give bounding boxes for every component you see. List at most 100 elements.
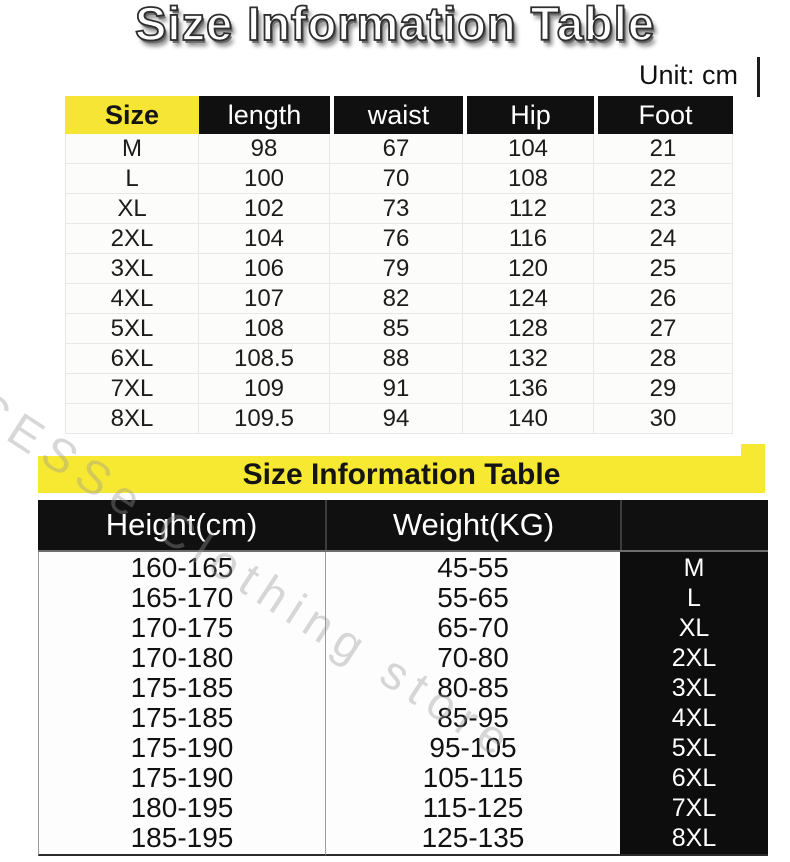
table-cell: 185-195	[38, 822, 325, 856]
table-cell: 8XL	[620, 822, 768, 856]
table-row: 170-180 70-80 2XL	[38, 642, 768, 676]
table-row: 5XL 108 85 128 27	[65, 314, 733, 344]
table-cell: 21	[594, 134, 733, 164]
table-cell: 115-125	[325, 792, 620, 826]
table-cell: XL	[65, 194, 199, 224]
table-cell: 175-185	[38, 702, 325, 736]
table-cell: 65-70	[325, 612, 620, 646]
table-cell: 120	[463, 254, 594, 284]
measurement-table: Size length waist Hip Foot M 98 67 104 21 L 10…	[65, 96, 733, 434]
recommendation-table-body: 160-165 45-55 M 165-170 55-65 L 170-175 65-70 XL…	[38, 552, 768, 856]
table-row: 175-185 85-95 4XL	[38, 702, 768, 736]
table-cell: 105-115	[325, 762, 620, 796]
table-cell: 22	[594, 164, 733, 194]
table-cell: 100	[199, 164, 330, 194]
table-cell: 91	[330, 374, 463, 404]
table-cell: 55-65	[325, 582, 620, 616]
table-cell: 106	[199, 254, 330, 284]
table-cell: 7XL	[620, 792, 768, 826]
table-cell: 95-105	[325, 732, 620, 766]
table-row: 7XL 109 91 136 29	[65, 374, 733, 404]
table-cell: 125-135	[325, 822, 620, 856]
column-header-waist: waist	[330, 96, 463, 134]
table-cell: 107	[199, 284, 330, 314]
column-header-weight: Weight(KG)	[325, 500, 620, 550]
table-cell: 116	[463, 224, 594, 254]
table-cell: 3XL	[65, 254, 199, 284]
table-cell: 102	[199, 194, 330, 224]
table-cell: 67	[330, 134, 463, 164]
table-cell: 5XL	[620, 732, 768, 766]
table-cell: 175-190	[38, 732, 325, 766]
table-cell: 76	[330, 224, 463, 254]
table-row: 6XL 108.5 88 132 28	[65, 344, 733, 374]
banner-notch	[741, 444, 765, 458]
table-cell: 45-55	[325, 552, 620, 586]
table-cell: 6XL	[65, 344, 199, 374]
right-edge-tick	[757, 57, 760, 97]
table-row: 180-195 115-125 7XL	[38, 792, 768, 826]
column-header-size: Size	[65, 96, 199, 134]
table-cell: 85-95	[325, 702, 620, 736]
table-cell: 165-170	[38, 582, 325, 616]
table-row: 160-165 45-55 M	[38, 552, 768, 586]
table-cell: 132	[463, 344, 594, 374]
table-cell: 5XL	[65, 314, 199, 344]
table-cell: M	[65, 134, 199, 164]
table-cell: 28	[594, 344, 733, 374]
table-cell: 70	[330, 164, 463, 194]
table-cell: 104	[199, 224, 330, 254]
measurement-table-header: Size length waist Hip Foot	[65, 96, 733, 134]
table-cell: 7XL	[65, 374, 199, 404]
measurement-table-body: M 98 67 104 21 L 100 70 108 22 XL 102 73 112 23 2XL 104 7…	[65, 134, 733, 434]
table-row: M 98 67 104 21	[65, 134, 733, 164]
table-row: 170-175 65-70 XL	[38, 612, 768, 646]
table-cell: 6XL	[620, 762, 768, 796]
column-header-height: Height(cm)	[105, 507, 258, 542]
table-row: 2XL 104 76 116 24	[65, 224, 733, 254]
table-row: 175-190 105-115 6XL	[38, 762, 768, 796]
table-cell: 175-185	[38, 672, 325, 706]
table-row: 175-185 80-85 3XL	[38, 672, 768, 706]
table-cell: 70-80	[325, 642, 620, 676]
table-cell: 108	[463, 164, 594, 194]
table-row: 8XL 109.5 94 140 30	[65, 404, 733, 434]
table-cell: 24	[594, 224, 733, 254]
table-cell: 108	[199, 314, 330, 344]
table-cell: 94	[330, 404, 463, 434]
table-cell: 124	[463, 284, 594, 314]
table-cell: 4XL	[620, 702, 768, 736]
recommendation-table-header: Height(cm) Weight(KG)	[38, 500, 768, 552]
table-row: 165-170 55-65 L	[38, 582, 768, 616]
table-cell: 160-165	[38, 552, 325, 586]
size-table-banner: Size Information Table	[38, 456, 765, 493]
page-title: Size Information Table	[134, 0, 655, 51]
table-row: 4XL 107 82 124 26	[65, 284, 733, 314]
table-cell: 80-85	[325, 672, 620, 706]
table-row: 185-195 125-135 8XL	[38, 822, 768, 856]
table-cell: 170-175	[38, 612, 325, 646]
table-cell: 8XL	[65, 404, 199, 434]
table-cell: XL	[620, 612, 768, 646]
table-cell: L	[620, 582, 768, 616]
column-header-length: length	[199, 96, 330, 134]
table-cell: 2XL	[65, 224, 199, 254]
table-cell: 23	[594, 194, 733, 224]
table-cell: L	[65, 164, 199, 194]
table-cell: 104	[463, 134, 594, 164]
table-cell: 88	[330, 344, 463, 374]
table-cell: 27	[594, 314, 733, 344]
table-cell: 175-190	[38, 762, 325, 796]
table-cell: 2XL	[620, 642, 768, 676]
unit-label: Unit: cm	[638, 60, 738, 90]
table-cell: 73	[330, 194, 463, 224]
table-cell: 98	[199, 134, 330, 164]
table-row: 3XL 106 79 120 25	[65, 254, 733, 284]
table-cell: M	[620, 552, 768, 586]
table-cell: 4XL	[65, 284, 199, 314]
column-header-hip: Hip	[463, 96, 594, 134]
table-row: XL 102 73 112 23	[65, 194, 733, 224]
table-cell: 108.5	[199, 344, 330, 374]
table-cell: 109	[199, 374, 330, 404]
